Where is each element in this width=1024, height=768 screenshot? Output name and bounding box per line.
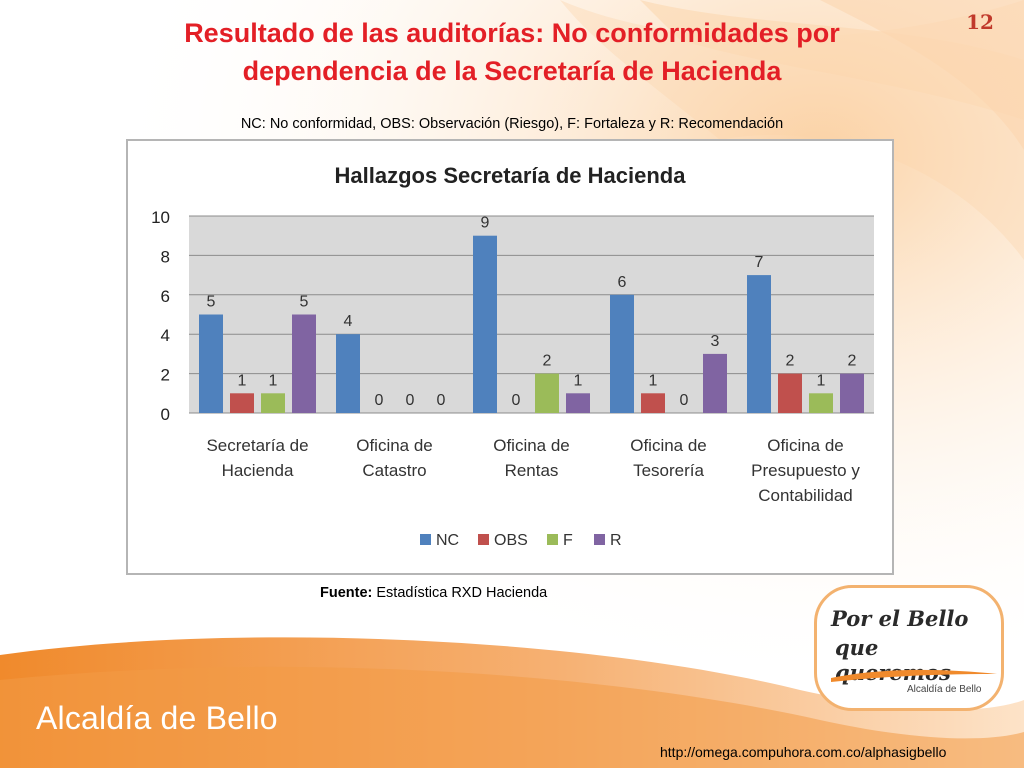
- slide-title-line1: Resultado de las auditorías: No conformi…: [184, 18, 840, 48]
- chart-title: Hallazgos Secretaría de Hacienda: [335, 163, 687, 188]
- data-label: 1: [269, 372, 278, 389]
- data-label: 9: [481, 215, 490, 232]
- data-label: 0: [437, 392, 446, 409]
- x-tick-label: Tesorería: [633, 461, 704, 480]
- data-label: 1: [817, 372, 826, 389]
- slide-subtitle: NC: No conformidad, OBS: Observación (Ri…: [240, 116, 784, 132]
- legend-label-nc: NC: [436, 532, 459, 549]
- slide-title: Resultado de las auditorías: No conformi…: [0, 14, 1024, 90]
- brand-name: Alcaldía de Bello: [36, 700, 278, 736]
- bar-f: [535, 373, 559, 413]
- campaign-logo: Por el Bello que queremos Alcaldía de Be…: [814, 585, 1004, 711]
- bar-nc: [610, 294, 634, 413]
- data-label: 0: [406, 392, 415, 409]
- page-number: 12: [966, 10, 994, 34]
- bar-r: [840, 373, 864, 413]
- legend-label-r: R: [610, 532, 622, 549]
- legend-swatch-r: [594, 534, 605, 545]
- bar-f: [809, 393, 833, 413]
- y-tick-label: 4: [161, 326, 170, 345]
- plot-area: [189, 216, 874, 413]
- chart-frame: Hallazgos Secretaría de Hacienda 0 2 4 6 8 10 5…: [126, 139, 894, 575]
- data-label: 1: [649, 372, 658, 389]
- y-tick-label: 10: [151, 208, 170, 227]
- x-tick-label: Presupuesto y: [751, 461, 860, 480]
- bar-r: [703, 353, 727, 413]
- data-label: 0: [680, 392, 689, 409]
- footer-url[interactable]: http://omega.compuhora.com.co/alphasigbe…: [660, 744, 947, 760]
- bar-obs: [778, 373, 802, 413]
- legend-swatch-obs: [478, 534, 489, 545]
- x-tick-label: Oficina de: [493, 436, 570, 455]
- data-label: 2: [848, 353, 857, 370]
- x-tick-label: Oficina de: [356, 436, 433, 455]
- data-label: 4: [344, 313, 353, 330]
- data-label: 0: [375, 392, 384, 409]
- data-label: 2: [786, 353, 795, 370]
- x-tick-label: Rentas: [505, 461, 559, 480]
- legend-label-obs: OBS: [494, 532, 528, 549]
- y-tick-label: 0: [161, 405, 170, 424]
- y-tick-label: 2: [161, 366, 170, 385]
- data-label: 5: [300, 294, 309, 311]
- data-label: 1: [238, 372, 247, 389]
- y-tick-label: 6: [161, 287, 170, 306]
- data-label: 6: [618, 274, 627, 291]
- y-tick-label: 8: [161, 247, 170, 266]
- bar-r: [566, 393, 590, 413]
- bar-chart: Hallazgos Secretaría de Hacienda02468105…: [151, 163, 874, 549]
- legend-swatch-f: [547, 534, 558, 545]
- bar-obs: [230, 393, 254, 413]
- x-tick-label: Oficina de: [630, 436, 707, 455]
- legend-label-f: F: [563, 532, 573, 549]
- source-note: Fuente: Estadística RXD Hacienda: [320, 585, 547, 601]
- bar-nc: [336, 334, 360, 413]
- x-tick-label: Contabilidad: [758, 486, 853, 505]
- bar-nc: [747, 275, 771, 413]
- data-label: 3: [711, 333, 720, 350]
- data-label: 1: [574, 372, 583, 389]
- source-label: Fuente:: [320, 585, 373, 601]
- data-label: 0: [512, 392, 521, 409]
- bar-r: [292, 314, 316, 413]
- bar-nc: [473, 235, 497, 413]
- bar-obs: [641, 393, 665, 413]
- slide-title-line2: dependencia de la Secretaría de Hacienda: [242, 56, 782, 86]
- logo-swoosh-icon: [831, 669, 997, 682]
- x-tick-label: Catastro: [362, 461, 426, 480]
- data-label: 7: [755, 254, 764, 271]
- logo-text-line1: Por el Bello: [831, 606, 969, 631]
- x-tick-label: Secretaría de: [206, 436, 308, 455]
- logo-subtext: Alcaldía de Bello: [907, 684, 982, 695]
- bar-f: [261, 393, 285, 413]
- data-label: 2: [543, 353, 552, 370]
- legend-swatch-nc: [420, 534, 431, 545]
- source-text: Estadística RXD Hacienda: [376, 585, 548, 601]
- bar-nc: [199, 314, 223, 413]
- data-label: 5: [207, 294, 216, 311]
- x-tick-label: Oficina de: [767, 436, 844, 455]
- x-tick-label: Hacienda: [222, 461, 294, 480]
